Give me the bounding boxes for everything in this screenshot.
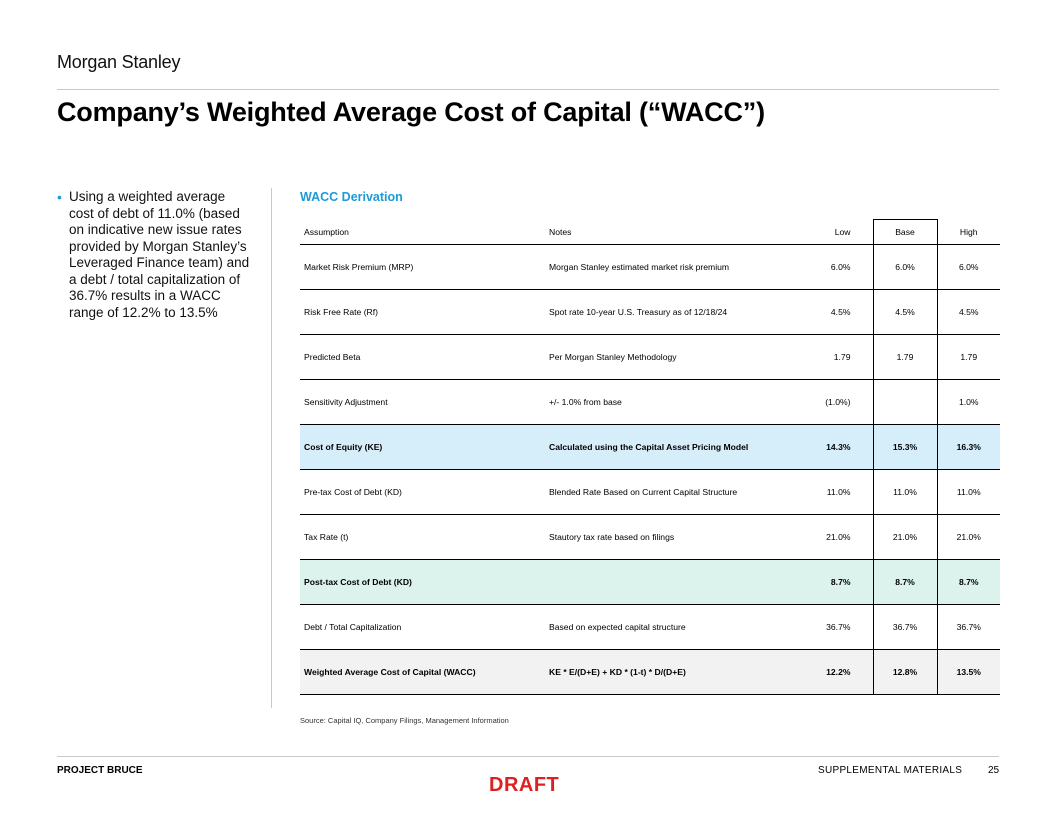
header-low: Low [800, 219, 873, 245]
cell-base: 12.8% [872, 649, 938, 695]
header-base: Base [872, 219, 938, 245]
cell-low: 4.5% [800, 289, 873, 335]
cell-high: 13.5% [937, 649, 1000, 695]
cell-high: 16.3% [937, 424, 1000, 470]
table-row-wacc: Weighted Average Cost of Capital (WACC) … [300, 649, 1000, 695]
source-note: Source: Capital IQ, Company Filings, Man… [300, 716, 509, 725]
cell-assumption: Debt / Total Capitalization [300, 604, 545, 650]
footer-divider [57, 756, 999, 757]
table-header-row: Assumption Notes Low Base High [300, 219, 1000, 245]
cell-low: 6.0% [800, 244, 873, 290]
cell-notes [545, 559, 800, 605]
cell-assumption: Pre-tax Cost of Debt (KD) [300, 469, 545, 515]
cell-notes: Based on expected capital structure [545, 604, 800, 650]
bullet-icon: • [57, 189, 62, 205]
cell-base: 6.0% [872, 244, 938, 290]
cell-high: 1.79 [937, 334, 1000, 380]
table-row-tax-rate: Tax Rate (t) Stautory tax rate based on … [300, 514, 1000, 560]
page-title: Company’s Weighted Average Cost of Capit… [57, 97, 765, 127]
cell-low: 12.2% [800, 649, 873, 695]
cell-assumption: Cost of Equity (KE) [300, 424, 545, 470]
summary-bullet: • Using a weighted average cost of debt … [57, 189, 252, 321]
cell-notes: KE * E/(D+E) + KD * (1-t) * D/(D+E) [545, 649, 800, 695]
cell-notes: Calculated using the Capital Asset Prici… [545, 424, 800, 470]
cell-high: 36.7% [937, 604, 1000, 650]
cell-low: (1.0%) [800, 379, 873, 425]
cell-assumption: Weighted Average Cost of Capital (WACC) [300, 649, 545, 695]
cell-high: 11.0% [937, 469, 1000, 515]
summary-bullet-text: Using a weighted average cost of debt of… [69, 189, 250, 320]
header-divider [57, 89, 999, 90]
cell-assumption: Sensitivity Adjustment [300, 379, 545, 425]
table-row-posttax-cost-of-debt: Post-tax Cost of Debt (KD) 8.7% 8.7% 8.7… [300, 559, 1000, 605]
table-row-pretax-cost-of-debt: Pre-tax Cost of Debt (KD) Blended Rate B… [300, 469, 1000, 515]
cell-high: 1.0% [937, 379, 1000, 425]
cell-assumption: Post-tax Cost of Debt (KD) [300, 559, 545, 605]
table-row-predicted-beta: Predicted Beta Per Morgan Stanley Method… [300, 334, 1000, 380]
cell-low: 36.7% [800, 604, 873, 650]
column-divider [271, 188, 272, 708]
cell-notes: Blended Rate Based on Current Capital St… [545, 469, 800, 515]
project-name: PROJECT BRUCE [57, 765, 143, 776]
cell-assumption: Risk Free Rate (Rf) [300, 289, 545, 335]
cell-base: 8.7% [872, 559, 938, 605]
cell-base: 36.7% [872, 604, 938, 650]
cell-high: 4.5% [937, 289, 1000, 335]
cell-base: 4.5% [872, 289, 938, 335]
cell-high: 21.0% [937, 514, 1000, 560]
cell-assumption: Predicted Beta [300, 334, 545, 380]
cell-base [872, 379, 938, 425]
wacc-table: Assumption Notes Low Base High Market Ri… [300, 219, 1000, 695]
cell-notes: Stautory tax rate based on filings [545, 514, 800, 560]
table-row-mrp: Market Risk Premium (MRP) Morgan Stanley… [300, 244, 1000, 290]
header-high: High [937, 219, 1000, 245]
morgan-stanley-logo: Morgan Stanley [57, 52, 181, 72]
table-row-risk-free-rate: Risk Free Rate (Rf) Spot rate 10-year U.… [300, 289, 1000, 335]
draft-stamp: DRAFT [489, 774, 560, 796]
header-notes: Notes [545, 219, 800, 245]
cell-low: 21.0% [800, 514, 873, 560]
cell-high: 6.0% [937, 244, 1000, 290]
cell-assumption: Market Risk Premium (MRP) [300, 244, 545, 290]
cell-high: 8.7% [937, 559, 1000, 605]
table-row-cost-of-equity: Cost of Equity (KE) Calculated using the… [300, 424, 1000, 470]
cell-base: 21.0% [872, 514, 938, 560]
cell-low: 1.79 [800, 334, 873, 380]
cell-base: 11.0% [872, 469, 938, 515]
section-title: WACC Derivation [300, 190, 403, 204]
cell-notes: Morgan Stanley estimated market risk pre… [545, 244, 800, 290]
table-row-debt-to-capitalization: Debt / Total Capitalization Based on exp… [300, 604, 1000, 650]
cell-low: 8.7% [800, 559, 873, 605]
page-number: 25 [988, 765, 1000, 776]
cell-low: 11.0% [800, 469, 873, 515]
cell-base: 1.79 [872, 334, 938, 380]
section-label: SUPPLEMENTAL MATERIALS [818, 765, 963, 776]
table-row-sensitivity-adjustment: Sensitivity Adjustment +/- 1.0% from bas… [300, 379, 1000, 425]
cell-notes: +/- 1.0% from base [545, 379, 800, 425]
cell-low: 14.3% [800, 424, 873, 470]
cell-base: 15.3% [872, 424, 938, 470]
cell-notes: Spot rate 10-year U.S. Treasury as of 12… [545, 289, 800, 335]
cell-notes: Per Morgan Stanley Methodology [545, 334, 800, 380]
cell-assumption: Tax Rate (t) [300, 514, 545, 560]
header-assumption: Assumption [300, 219, 545, 245]
